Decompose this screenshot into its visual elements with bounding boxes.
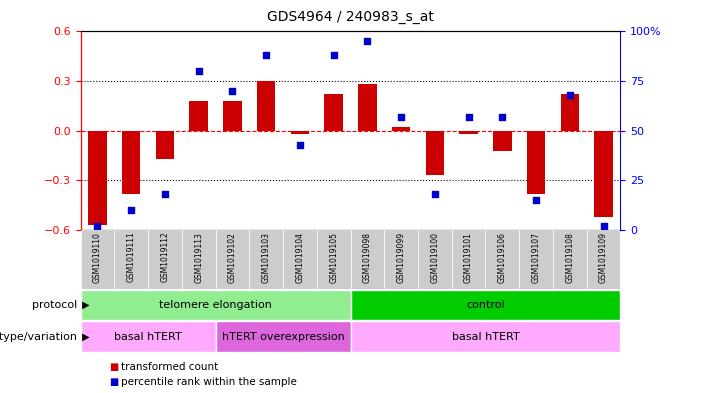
Bar (81, 230, 114, 289)
Text: GSM1019106: GSM1019106 (498, 231, 507, 283)
Bar (156, 130, 175, 159)
Bar (392, 127, 410, 130)
Bar (561, 94, 579, 130)
Text: GSM1019100: GSM1019100 (430, 231, 440, 283)
Bar (317, 230, 350, 289)
Text: GSM1019107: GSM1019107 (531, 231, 540, 283)
Text: telomere elongation: telomere elongation (159, 300, 272, 310)
Text: GSM1019109: GSM1019109 (599, 231, 608, 283)
Text: GSM1019101: GSM1019101 (464, 231, 473, 283)
Point (294, 141, 306, 148)
Bar (114, 230, 148, 289)
Bar (325, 94, 343, 130)
Bar (283, 230, 317, 289)
Text: GSM1019111: GSM1019111 (127, 231, 136, 283)
Text: GSM1019108: GSM1019108 (565, 231, 574, 283)
Bar (426, 130, 444, 175)
Bar (182, 230, 216, 289)
Bar (350, 321, 620, 352)
Point (429, 191, 440, 197)
Point (564, 92, 576, 98)
Bar (350, 230, 384, 289)
Point (261, 52, 272, 59)
Bar (493, 130, 512, 151)
Bar (216, 321, 350, 352)
Bar (81, 290, 350, 320)
Point (497, 114, 508, 120)
Bar (594, 130, 613, 217)
Point (227, 88, 238, 94)
Point (531, 197, 542, 203)
Text: control: control (466, 300, 505, 310)
Text: GSM1019104: GSM1019104 (295, 231, 304, 283)
Point (92, 223, 103, 229)
Bar (223, 101, 242, 130)
Point (125, 207, 137, 213)
Bar (350, 290, 620, 320)
Bar (459, 130, 478, 134)
Text: GDS4964 / 240983_s_at: GDS4964 / 240983_s_at (267, 10, 434, 24)
Text: genotype/variation: genotype/variation (0, 332, 77, 342)
Bar (189, 101, 208, 130)
Bar (526, 130, 545, 193)
Text: ■: ■ (109, 362, 118, 372)
Point (598, 223, 609, 229)
Text: GSM1019112: GSM1019112 (161, 231, 170, 283)
Text: basal hTERT: basal hTERT (451, 332, 519, 342)
Bar (216, 230, 250, 289)
Text: GSM1019103: GSM1019103 (261, 231, 271, 283)
Text: GSM1019113: GSM1019113 (194, 231, 203, 283)
Bar (88, 130, 107, 225)
Bar (485, 230, 519, 289)
Bar (553, 230, 587, 289)
Point (193, 68, 204, 74)
Bar (418, 230, 451, 289)
Text: protocol: protocol (32, 300, 77, 310)
Bar (148, 230, 182, 289)
Text: GSM1019102: GSM1019102 (228, 231, 237, 283)
Text: GSM1019110: GSM1019110 (93, 231, 102, 283)
Text: GSM1019099: GSM1019099 (397, 231, 406, 283)
Point (463, 114, 474, 120)
Bar (384, 230, 418, 289)
Text: ▶: ▶ (79, 300, 89, 310)
Point (395, 114, 407, 120)
Bar (250, 230, 283, 289)
Bar (81, 321, 216, 352)
Bar (451, 230, 485, 289)
Text: hTERT overexpression: hTERT overexpression (222, 332, 344, 342)
Bar (122, 130, 140, 193)
Text: GSM1019098: GSM1019098 (363, 231, 372, 283)
Bar (587, 230, 620, 289)
Text: percentile rank within the sample: percentile rank within the sample (121, 377, 297, 387)
Bar (519, 230, 553, 289)
Text: ▶: ▶ (79, 332, 89, 342)
Text: transformed count: transformed count (121, 362, 219, 372)
Bar (291, 130, 309, 134)
Bar (257, 81, 275, 130)
Point (362, 38, 373, 44)
Point (328, 52, 339, 59)
Point (159, 191, 170, 197)
Text: basal hTERT: basal hTERT (114, 332, 182, 342)
Text: GSM1019105: GSM1019105 (329, 231, 338, 283)
Bar (358, 84, 376, 130)
Text: ■: ■ (109, 377, 118, 387)
